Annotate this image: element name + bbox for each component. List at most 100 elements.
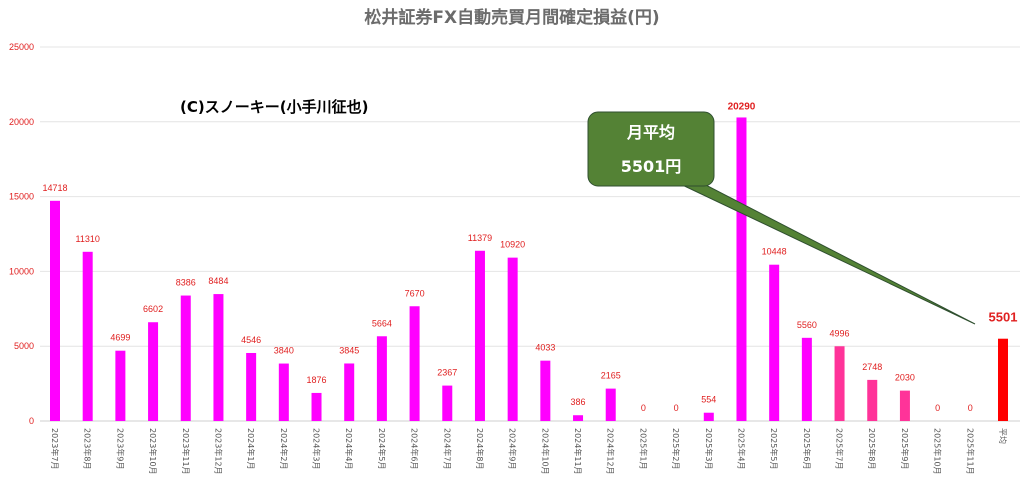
x-tick-label: 2024年7月 (442, 428, 452, 469)
data-label: 2030 (895, 373, 915, 383)
bar (834, 346, 845, 421)
data-label: 1876 (307, 375, 327, 385)
callout-label: 月平均 (626, 123, 675, 142)
bar (540, 360, 551, 421)
data-label: 11310 (76, 234, 100, 244)
data-label: 3840 (274, 346, 294, 356)
x-tick-label: 2024年2月 (279, 428, 289, 469)
x-tick-label: 2024年1月 (246, 428, 256, 469)
x-tick-label: 2025年7月 (835, 428, 845, 469)
x-tick-label: 2025年9月 (900, 428, 910, 469)
x-tick-label: 2024年6月 (410, 428, 420, 469)
bar (115, 350, 126, 421)
bar (278, 363, 289, 421)
x-tick-label: 2024年8月 (475, 428, 485, 469)
bar (605, 388, 616, 421)
bar (180, 295, 191, 421)
x-tick-label: 2025年6月 (802, 428, 812, 469)
x-tick-label: 2023年12月 (213, 428, 223, 475)
bars (50, 117, 1008, 421)
bar (573, 415, 584, 421)
y-tick-label: 10000 (9, 266, 34, 276)
x-tick-label: 2025年1月 (638, 428, 648, 469)
data-label: 5664 (372, 318, 392, 328)
x-tick-label: 2025年5月 (769, 428, 779, 469)
bar (474, 250, 485, 421)
data-label: 5501 (989, 310, 1018, 325)
bar (801, 337, 812, 421)
x-tick-label: 2025年11月 (965, 428, 975, 475)
x-tick-label: 2024年9月 (508, 428, 518, 469)
bar (867, 379, 878, 421)
chart-credit: (C)スノーキー(小手川征也) (180, 98, 368, 116)
bar (736, 117, 747, 421)
data-label: 2748 (862, 362, 882, 372)
callout-value: 5501円 (621, 157, 682, 176)
bar (703, 412, 714, 421)
x-tick-label: 2023年11月 (181, 428, 191, 475)
y-tick-label: 5000 (14, 341, 34, 351)
data-label: 0 (674, 403, 679, 413)
data-label: 4699 (110, 333, 130, 343)
x-tick-label: 2024年10月 (540, 428, 550, 475)
data-label: 10448 (762, 247, 787, 257)
data-label: 4996 (830, 328, 850, 338)
bar (899, 390, 910, 421)
data-label: 14718 (42, 183, 67, 193)
x-tick-label: 2025年4月 (736, 428, 746, 469)
y-tick-label: 15000 (9, 192, 34, 202)
bar (148, 322, 159, 421)
x-axis: 2023年7月 2023年8月 2023年9月 2023年10月 2023年11月 202… (50, 428, 1008, 475)
gridlines (40, 46, 1020, 347)
y-tick-label: 25000 (9, 42, 34, 52)
data-label: 0 (935, 403, 940, 413)
data-label: 554 (701, 395, 716, 405)
x-tick-label: 2025年10月 (933, 428, 943, 475)
data-label: 20290 (728, 101, 756, 112)
x-tick-label: 2025年8月 (867, 428, 877, 469)
data-label: 0 (968, 403, 973, 413)
data-label: 8484 (208, 276, 228, 286)
callout-box (587, 111, 715, 187)
bar (82, 251, 93, 421)
data-label: 10920 (500, 240, 525, 250)
data-label: 2165 (601, 371, 621, 381)
bar (213, 294, 224, 421)
x-tick-label: 2023年10月 (148, 428, 158, 475)
bar (246, 352, 257, 421)
data-label: 3845 (339, 345, 359, 355)
x-tick-label: 2024年4月 (344, 428, 354, 469)
bar (409, 306, 420, 421)
x-tick-label: 2023年9月 (115, 428, 125, 469)
bar (442, 385, 453, 421)
data-label: 5560 (797, 320, 817, 330)
data-label: 4033 (535, 343, 555, 353)
x-tick-label: 2024年3月 (312, 428, 322, 469)
y-tick-label: 0 (29, 416, 34, 426)
x-tick-label: 2023年7月 (50, 428, 60, 469)
bar (376, 336, 387, 421)
data-labels: 14718 11310 4699 6602 8386 8484 4546 3840 1876 38… (42, 101, 1017, 413)
chart-title: 松井証券FX自動売買月間確定損益(円) (364, 7, 659, 28)
x-tick-label: 2024年5月 (377, 428, 387, 469)
data-label: 0 (641, 403, 646, 413)
x-tick-label: 2024年11月 (573, 428, 583, 475)
bar (507, 257, 518, 421)
x-tick-label: 2023年8月 (83, 428, 93, 469)
data-label: 6602 (143, 304, 163, 314)
data-label: 4546 (241, 335, 261, 345)
y-tick-label: 20000 (9, 117, 34, 127)
data-label: 11379 (468, 233, 492, 243)
bar (769, 264, 780, 421)
x-tick-label: 2025年3月 (704, 428, 714, 469)
data-label: 386 (571, 397, 586, 407)
bar (311, 392, 322, 421)
bar (998, 338, 1008, 421)
bar (50, 200, 60, 421)
x-tick-label: 平均 (998, 428, 1008, 444)
x-tick-label: 2025年2月 (671, 428, 681, 469)
data-label: 7670 (405, 288, 425, 298)
bar (344, 363, 355, 421)
callout-pointer (675, 181, 976, 325)
